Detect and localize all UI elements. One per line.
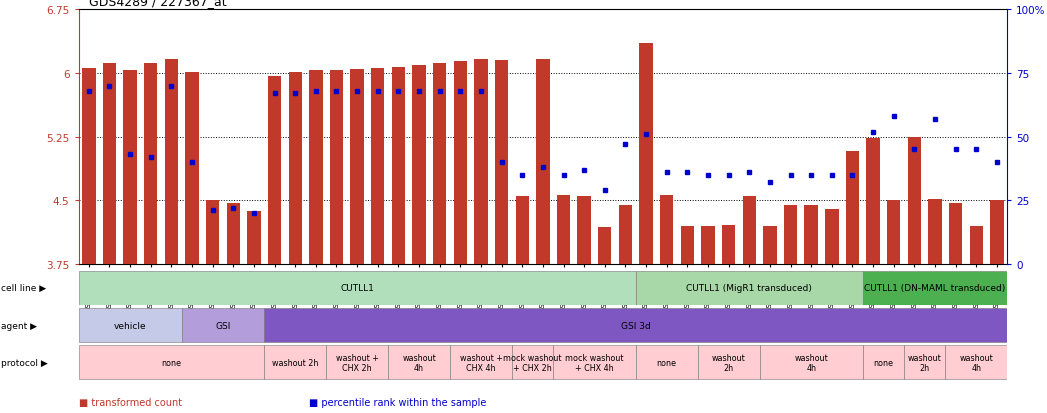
Bar (371, 69, 384, 264)
Text: mock washout
+ CHX 2h: mock washout + CHX 2h (504, 353, 562, 372)
Text: ■ percentile rank within the sample: ■ percentile rank within the sample (309, 397, 486, 407)
Bar (619, 205, 632, 264)
Bar (392, 68, 405, 264)
Bar (742, 197, 756, 264)
Bar (79, 271, 636, 305)
Text: CUTLL1: CUTLL1 (340, 284, 374, 292)
Bar (351, 69, 364, 264)
Bar (495, 61, 508, 264)
Text: washout 2h: washout 2h (272, 358, 318, 367)
Bar (949, 203, 962, 264)
Bar (759, 346, 863, 379)
Bar (82, 69, 95, 264)
Text: agent ▶: agent ▶ (1, 321, 37, 330)
Bar (453, 62, 467, 264)
Text: none: none (161, 358, 181, 367)
Bar (206, 201, 220, 264)
Text: GSI: GSI (216, 321, 230, 330)
Text: washout
4h: washout 4h (795, 353, 828, 372)
Text: CUTLL1 (DN-MAML transduced): CUTLL1 (DN-MAML transduced) (865, 284, 1005, 292)
Bar (330, 71, 343, 264)
Bar (904, 346, 945, 379)
Bar (264, 346, 327, 379)
Bar (763, 226, 777, 264)
Bar (887, 201, 900, 264)
Bar (289, 73, 302, 264)
Bar (825, 209, 839, 264)
Text: washout
2h: washout 2h (712, 353, 745, 372)
Bar (388, 346, 450, 379)
Bar (636, 346, 697, 379)
Text: mock washout
+ CHX 4h: mock washout + CHX 4h (565, 353, 624, 372)
Bar (553, 346, 636, 379)
Bar (970, 226, 983, 264)
Bar (79, 309, 182, 342)
Bar (103, 64, 116, 264)
Bar (929, 199, 941, 264)
Bar (182, 309, 264, 342)
Text: washout +
CHX 4h: washout + CHX 4h (460, 353, 503, 372)
Bar (866, 138, 879, 264)
Text: washout
2h: washout 2h (908, 353, 941, 372)
Bar (701, 226, 715, 264)
Text: washout
4h: washout 4h (402, 353, 436, 372)
Bar (226, 203, 240, 264)
Bar (990, 201, 1004, 264)
Bar (474, 60, 488, 264)
Bar (327, 346, 388, 379)
Bar (536, 59, 550, 264)
Bar (247, 212, 261, 264)
Bar (450, 346, 512, 379)
Bar (640, 44, 652, 264)
Bar (124, 71, 137, 264)
Bar (697, 346, 759, 379)
Bar (79, 346, 264, 379)
Bar (863, 346, 904, 379)
Bar (309, 71, 322, 264)
Bar (598, 228, 611, 264)
Text: protocol ▶: protocol ▶ (1, 358, 48, 367)
Text: CUTLL1 (MigR1 transduced): CUTLL1 (MigR1 transduced) (686, 284, 812, 292)
Bar (636, 271, 863, 305)
Bar (164, 60, 178, 264)
Bar (264, 309, 1007, 342)
Text: none: none (873, 358, 893, 367)
Bar (268, 77, 282, 264)
Bar (660, 196, 673, 264)
Bar (512, 346, 553, 379)
Bar (804, 206, 818, 264)
Bar (433, 64, 446, 264)
Bar (908, 137, 921, 264)
Text: vehicle: vehicle (114, 321, 147, 330)
Text: washout
4h: washout 4h (959, 353, 994, 372)
Bar (413, 65, 426, 264)
Bar (681, 226, 694, 264)
Bar (185, 73, 199, 264)
Bar (557, 196, 571, 264)
Text: ■ transformed count: ■ transformed count (79, 397, 181, 407)
Text: GSI 3d: GSI 3d (621, 321, 650, 330)
Text: cell line ▶: cell line ▶ (1, 284, 46, 292)
Bar (515, 197, 529, 264)
Bar (144, 64, 157, 264)
Bar (945, 346, 1007, 379)
Bar (846, 152, 860, 264)
Bar (578, 197, 591, 264)
Bar (721, 225, 735, 264)
Text: none: none (656, 358, 676, 367)
Text: GDS4289 / 227367_at: GDS4289 / 227367_at (89, 0, 226, 8)
Bar (863, 271, 1007, 305)
Text: washout +
CHX 2h: washout + CHX 2h (336, 353, 379, 372)
Bar (784, 206, 797, 264)
